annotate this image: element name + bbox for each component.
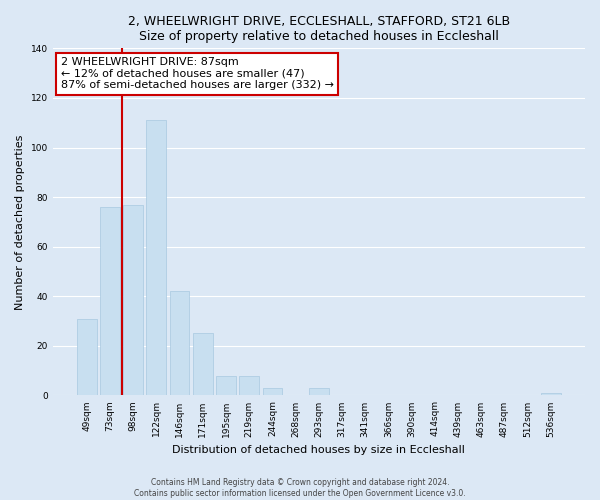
- Y-axis label: Number of detached properties: Number of detached properties: [15, 134, 25, 310]
- Bar: [193, 334, 212, 396]
- Bar: [216, 376, 236, 396]
- Text: Contains HM Land Registry data © Crown copyright and database right 2024.
Contai: Contains HM Land Registry data © Crown c…: [134, 478, 466, 498]
- Bar: [309, 388, 329, 396]
- Text: 2 WHEELWRIGHT DRIVE: 87sqm
← 12% of detached houses are smaller (47)
87% of semi: 2 WHEELWRIGHT DRIVE: 87sqm ← 12% of deta…: [61, 57, 334, 90]
- Bar: [170, 292, 190, 396]
- Title: 2, WHEELWRIGHT DRIVE, ECCLESHALL, STAFFORD, ST21 6LB
Size of property relative t: 2, WHEELWRIGHT DRIVE, ECCLESHALL, STAFFO…: [128, 15, 510, 43]
- Bar: [263, 388, 282, 396]
- Bar: [123, 204, 143, 396]
- Bar: [100, 207, 120, 396]
- X-axis label: Distribution of detached houses by size in Eccleshall: Distribution of detached houses by size …: [172, 445, 465, 455]
- Bar: [146, 120, 166, 396]
- Bar: [239, 376, 259, 396]
- Bar: [77, 318, 97, 396]
- Bar: [541, 393, 561, 396]
